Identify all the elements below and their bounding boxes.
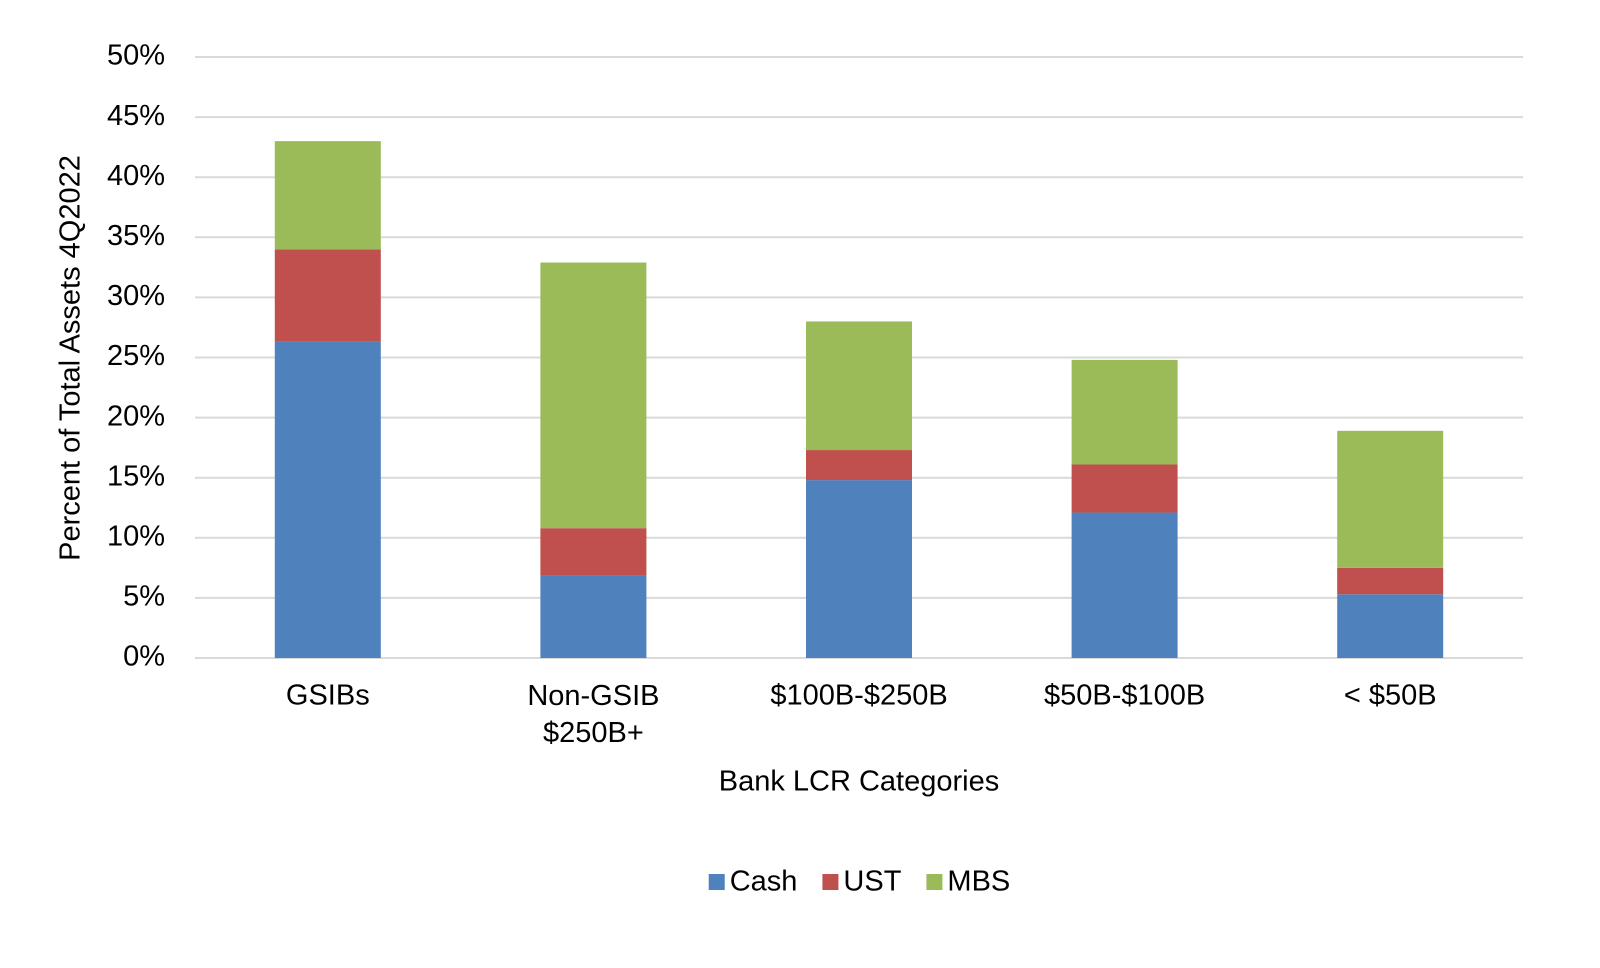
bar-segment: [1071, 359, 1178, 465]
x-tick-label: GSIBs: [286, 680, 370, 712]
bar-segment: [1071, 512, 1178, 658]
bar-segment: [540, 262, 647, 529]
y-tick-label: 15%: [107, 460, 165, 492]
legend-label: UST: [843, 866, 901, 898]
x-tick-label: Non-GSIB $250B+: [527, 680, 659, 749]
bar-segment: [806, 450, 912, 481]
legend-label: Cash: [730, 866, 798, 898]
y-tick-label: 10%: [107, 520, 165, 552]
bar-segment: [1337, 430, 1444, 568]
legend-swatch: [822, 874, 839, 890]
bar-segment: [274, 249, 381, 342]
y-tick-label: 40%: [107, 160, 165, 192]
x-tick-label: $50B-$100B: [1044, 680, 1205, 712]
bar-segment: [540, 528, 647, 576]
y-tick-label: 20%: [107, 400, 165, 432]
bar-segment: [1071, 464, 1178, 513]
y-tick-label: 5%: [123, 581, 165, 613]
y-tick-label: 45%: [107, 100, 165, 132]
x-tick-label: $100B-$250B: [770, 680, 947, 712]
bar-segment: [274, 341, 381, 658]
bar-segment: [806, 480, 912, 658]
bar-segment: [1337, 594, 1444, 658]
bar-segment: [274, 141, 381, 250]
x-axis-title: Bank LCR Categories: [719, 766, 999, 798]
y-tick-label: 50%: [107, 40, 165, 72]
y-tick-label: 0%: [123, 641, 165, 673]
y-axis-title: Percent of Total Assets 4Q2022: [55, 155, 87, 561]
y-tick-label: 30%: [107, 280, 165, 312]
legend-swatch: [926, 874, 943, 890]
y-tick-label: 35%: [107, 220, 165, 252]
y-tick-label: 25%: [107, 340, 165, 372]
bar-segment: [540, 575, 647, 658]
legend-label: MBS: [947, 866, 1010, 898]
bar-segment: [1337, 567, 1444, 595]
x-tick-label: < $50B: [1344, 680, 1437, 712]
legend-swatch: [708, 874, 725, 890]
bar-segment: [806, 321, 912, 451]
